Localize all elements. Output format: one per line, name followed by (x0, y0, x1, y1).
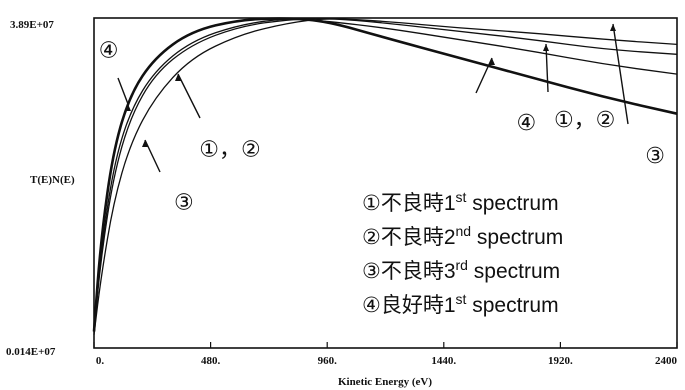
axis-layer: 3.89E+07 0.014E+07 T(E)N(E) Kinetic Ener… (6, 19, 678, 388)
annotation-leader (177, 73, 201, 119)
annotation-label: ③ (174, 190, 194, 215)
legend-superscript: rd (456, 257, 468, 273)
legend-entry-s3: ③不良時3rd spectrum (362, 257, 560, 283)
plot-frame (93, 17, 678, 349)
legend-entry-s2: ②不良時2nd spectrum (362, 223, 563, 249)
annotation-arrowhead (142, 140, 148, 147)
legend-entry-s1: ①不良時1st spectrum (362, 189, 559, 215)
annotation-label: ①，② (554, 108, 615, 133)
legend-text-main: ④良好時1 (362, 294, 456, 317)
annotation-arrowhead (125, 104, 131, 111)
annotation-leader (117, 77, 129, 105)
series-layer (92, 17, 678, 335)
legend-entry-s4: ④良好時1st spectrum (362, 291, 559, 317)
annotation-layer: ④ ①，② ③ ④ ①，② ③ (99, 23, 665, 215)
series-line-s3 (93, 18, 678, 335)
annotation-label: ③ (645, 144, 665, 169)
legend-text-main: ②不良時2 (362, 226, 456, 249)
y-top-label: 3.89E+07 (10, 19, 54, 31)
x-tick-label: 1440. (431, 355, 456, 367)
series-line-s1 (93, 18, 678, 332)
annotation-label: ④ (517, 111, 537, 136)
annotation-leader (612, 23, 629, 125)
x-axis-title: Kinetic Energy (eV) (338, 376, 432, 388)
annotation-label: ④ (99, 39, 119, 64)
x-tick-label: 0. (96, 355, 105, 367)
x-tick-label: 1920. (548, 355, 573, 367)
annotation-arrowhead (489, 58, 495, 65)
x-tick-label: 480. (201, 355, 221, 367)
annotation-label: ①，② (199, 138, 260, 163)
annotation-leader (144, 139, 161, 173)
legend-suffix: spectrum (468, 260, 560, 283)
legend-text-main: ③不良時3 (362, 260, 456, 283)
legend-superscript: nd (456, 223, 472, 239)
series-line-s2 (93, 17, 678, 332)
legend-suffix: spectrum (466, 294, 558, 317)
x-tick-label: 960. (318, 355, 338, 367)
annotation-leader (545, 43, 549, 93)
y-axis-title: T(E)N(E) (30, 174, 75, 186)
annotation-leader (475, 57, 493, 94)
legend-superscript: st (456, 291, 467, 307)
legend-superscript: st (456, 189, 467, 205)
legend-text-main: ①不良時1 (362, 192, 456, 215)
annotation-arrowhead (610, 24, 616, 31)
y-bottom-label: 0.014E+07 (6, 346, 56, 358)
x-tick-label: 2400 (655, 355, 678, 367)
annotation-arrowhead (175, 74, 181, 81)
legend-suffix: spectrum (466, 192, 558, 215)
annotation-arrowhead (543, 44, 549, 51)
plot-border (93, 17, 678, 349)
series-line-s4 (92, 17, 678, 332)
legend-suffix: spectrum (471, 226, 563, 249)
